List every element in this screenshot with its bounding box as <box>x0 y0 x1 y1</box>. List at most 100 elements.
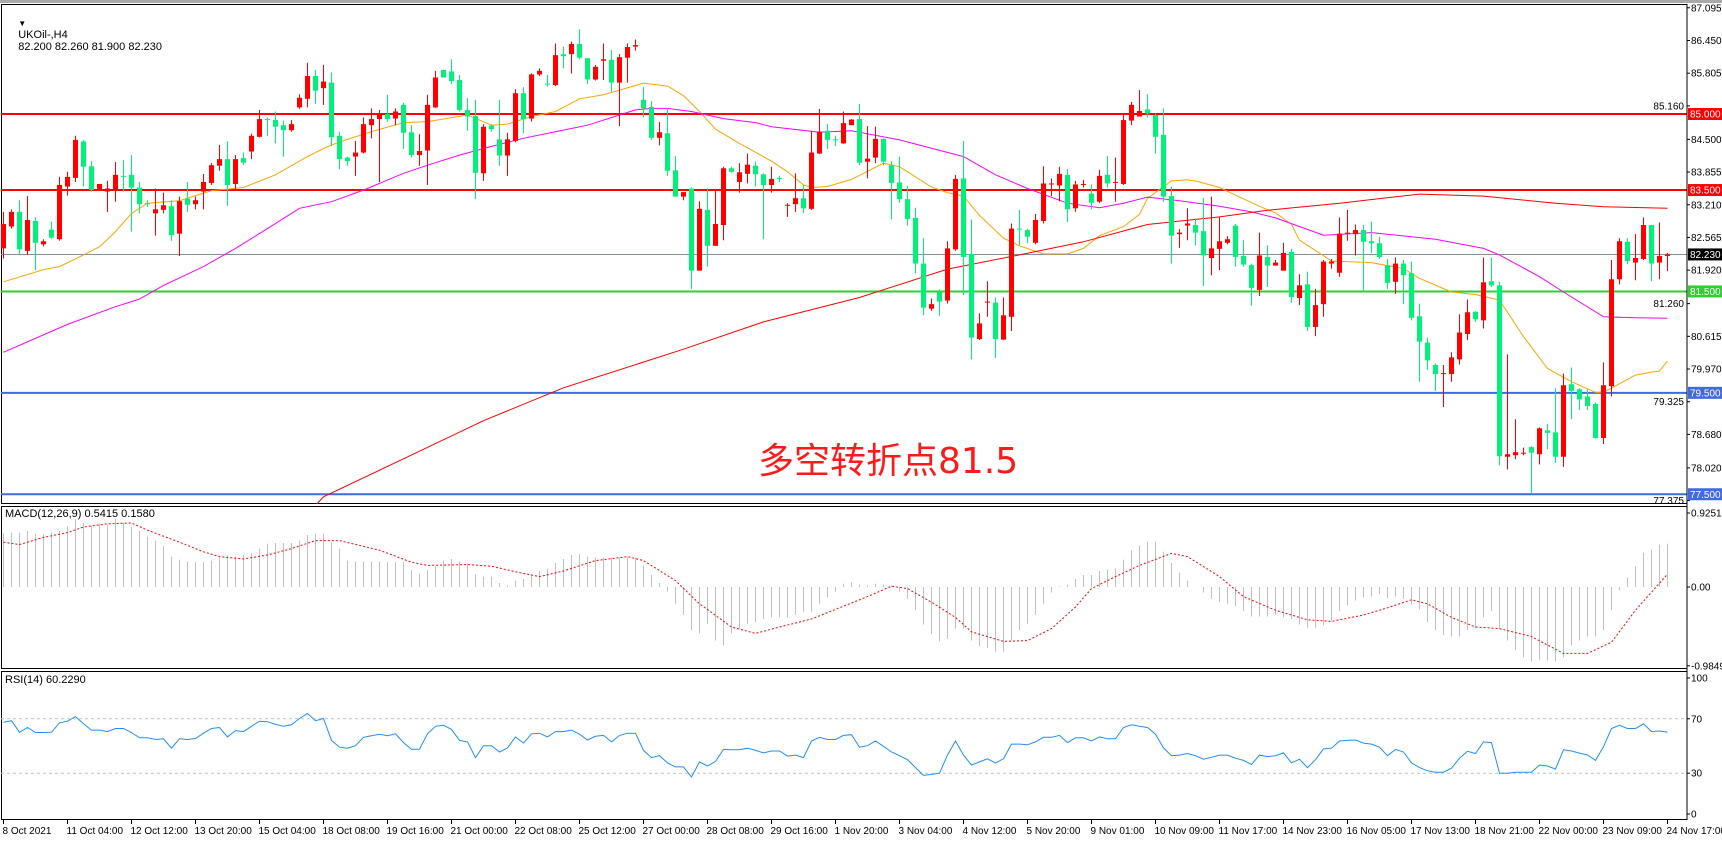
candle-body <box>609 59 614 83</box>
level-price-box <box>1688 488 1722 501</box>
candle-body <box>1545 430 1550 433</box>
candle-body <box>369 119 374 126</box>
bull-candle <box>1481 257 1486 329</box>
bull-candle <box>1041 166 1046 224</box>
bear-candle <box>1425 337 1430 371</box>
candle-body <box>449 71 454 82</box>
bull-candle <box>721 166 726 241</box>
candle-body <box>1561 385 1566 457</box>
bull-candle <box>553 43 558 87</box>
macd-tick-label: 0.9251 <box>1691 508 1722 519</box>
bull-candle <box>817 108 822 155</box>
candle-body <box>441 69 446 78</box>
time-tick-label: 8 Oct 2021 <box>3 826 52 837</box>
bull-candle <box>1225 236 1230 245</box>
candle-body <box>1553 432 1558 457</box>
bear-candle <box>497 99 502 166</box>
candle-body <box>1305 284 1310 327</box>
candle-body <box>1129 104 1134 121</box>
bull-candle <box>769 166 774 193</box>
candle-body <box>1193 225 1198 233</box>
bull-candle <box>1081 179 1086 188</box>
candle-body <box>1089 193 1094 203</box>
candle-body <box>1601 385 1606 438</box>
candle-body <box>473 116 478 173</box>
bear-candle <box>1249 263 1254 306</box>
bear-candle <box>825 124 830 149</box>
candle-body <box>145 203 150 205</box>
level-price-box <box>1688 108 1722 120</box>
candle-body <box>1049 183 1054 185</box>
candle-body <box>297 97 302 108</box>
candle-body <box>737 172 742 182</box>
bull-candle <box>1657 222 1662 280</box>
candle-body <box>545 83 550 85</box>
bull-candle <box>257 109 262 138</box>
bear-candle <box>1577 388 1582 411</box>
candle-body <box>641 99 646 109</box>
bear-candle <box>121 160 126 192</box>
bull-candle <box>1001 297 1006 341</box>
bear-candle <box>1625 238 1630 265</box>
candle-body <box>673 170 678 197</box>
bull-candle <box>153 188 158 236</box>
time-tick-label: 5 Nov 20:00 <box>1027 826 1081 837</box>
candle-body <box>713 224 718 246</box>
level-price-box <box>1688 184 1722 197</box>
candle-body <box>457 80 462 110</box>
candle-body <box>1273 262 1278 266</box>
candle-body <box>1345 232 1350 234</box>
bear-candle <box>385 94 390 122</box>
macd-signal-line <box>3 522 1668 654</box>
bear-candle <box>1585 389 1590 411</box>
bear-candle <box>1065 169 1070 222</box>
bear-candle <box>1497 281 1502 466</box>
time-tick-label: 18 Nov 21:00 <box>1475 826 1535 837</box>
bull-candle <box>249 133 254 160</box>
time-tick-label: 23 Nov 09:00 <box>1603 826 1663 837</box>
bull-candle <box>369 108 374 139</box>
candle-body <box>1441 373 1446 375</box>
candle-body <box>433 77 438 108</box>
price-tick-label: 87.095 <box>1691 3 1722 14</box>
bull-candle <box>1009 223 1014 331</box>
candle-body <box>1153 115 1158 137</box>
candle-body <box>1201 231 1206 256</box>
bull-candle <box>1337 217 1342 277</box>
bear-candle <box>833 135 838 146</box>
candle-body <box>841 123 846 144</box>
candle-body <box>225 159 230 185</box>
macd-plot-area <box>3 519 1668 662</box>
candle-body <box>81 141 86 167</box>
candle-body <box>873 138 878 158</box>
candle-body <box>257 119 262 137</box>
candle-body <box>425 104 430 151</box>
bull-candle <box>1209 196 1214 276</box>
candle-body <box>1113 181 1118 183</box>
bull-candle <box>633 39 638 51</box>
candle-body <box>1361 230 1366 242</box>
price-tick-label: 85.805 <box>1691 69 1722 80</box>
bull-candle <box>9 209 14 229</box>
candle-body <box>689 188 694 271</box>
bear-candle <box>1233 224 1238 267</box>
candle-body <box>729 168 734 172</box>
bear-candle <box>801 184 806 213</box>
price-tick-label: 78.020 <box>1691 463 1722 474</box>
bear-candle <box>1105 156 1110 188</box>
bull-candle <box>1537 427 1542 465</box>
candle-body <box>785 204 790 206</box>
bull-candle <box>1561 373 1566 467</box>
collapse-triangle-icon[interactable]: ▼ <box>18 19 27 28</box>
bull-candle <box>377 109 382 182</box>
bull-candle <box>1617 238 1622 285</box>
bull-candle <box>1321 260 1326 317</box>
price-tick-label: 81.920 <box>1691 266 1722 277</box>
candle-body <box>1433 364 1438 375</box>
candle-body <box>1217 241 1222 249</box>
candle-body <box>281 125 286 131</box>
bull-candle <box>1665 252 1670 272</box>
candle-body <box>73 139 78 178</box>
bear-candle <box>1305 271 1310 331</box>
